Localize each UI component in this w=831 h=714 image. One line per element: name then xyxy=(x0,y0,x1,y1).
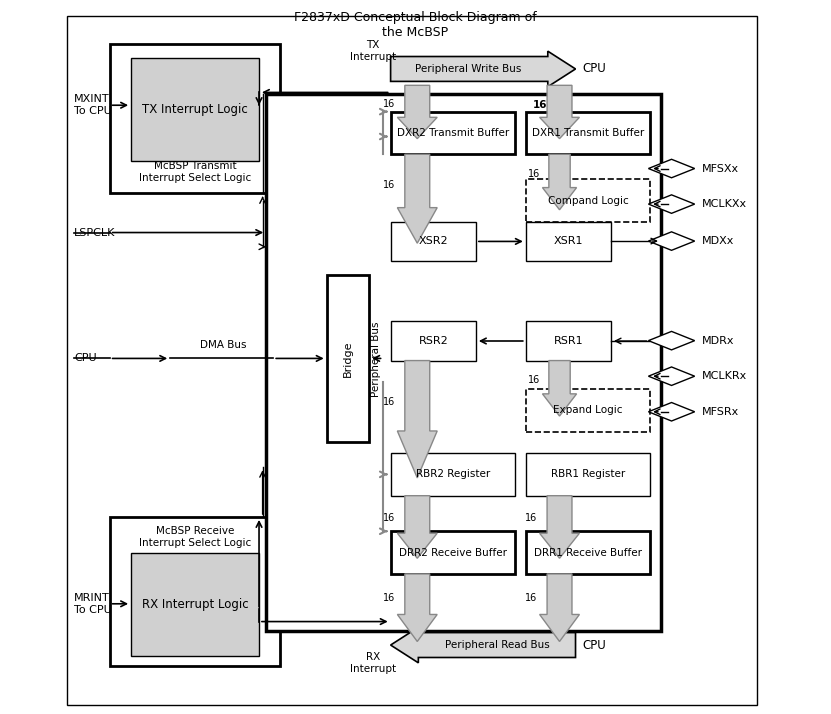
FancyBboxPatch shape xyxy=(110,517,280,666)
Text: Bridge: Bridge xyxy=(343,341,353,378)
Text: DXR2 Transmit Buffer: DXR2 Transmit Buffer xyxy=(396,128,509,138)
Text: Compand Logic: Compand Logic xyxy=(548,196,628,206)
Text: RBR1 Register: RBR1 Register xyxy=(551,469,625,479)
FancyBboxPatch shape xyxy=(526,389,650,432)
Text: DXR1 Transmit Buffer: DXR1 Transmit Buffer xyxy=(532,128,644,138)
FancyBboxPatch shape xyxy=(526,222,611,261)
Text: 16: 16 xyxy=(533,99,547,109)
Text: MFSRx: MFSRx xyxy=(701,407,739,417)
Polygon shape xyxy=(543,154,577,210)
FancyBboxPatch shape xyxy=(391,453,515,496)
FancyBboxPatch shape xyxy=(131,553,259,655)
Text: TX
Interrupt: TX Interrupt xyxy=(350,40,396,62)
Text: MFSXx: MFSXx xyxy=(701,164,739,174)
Polygon shape xyxy=(397,85,437,139)
FancyBboxPatch shape xyxy=(327,275,369,443)
FancyBboxPatch shape xyxy=(110,44,280,193)
Text: MDRx: MDRx xyxy=(701,336,735,346)
Polygon shape xyxy=(539,574,579,641)
FancyBboxPatch shape xyxy=(391,321,476,361)
Polygon shape xyxy=(397,154,437,243)
Text: RX Interrupt Logic: RX Interrupt Logic xyxy=(142,598,248,610)
Text: RSR1: RSR1 xyxy=(553,336,583,346)
Text: 16: 16 xyxy=(382,513,395,523)
Text: MCLKXx: MCLKXx xyxy=(701,199,747,209)
Text: CPU: CPU xyxy=(583,62,607,76)
Text: 16: 16 xyxy=(525,513,537,523)
FancyBboxPatch shape xyxy=(526,111,650,154)
Text: 16: 16 xyxy=(528,375,540,385)
Text: DMA Bus: DMA Bus xyxy=(200,340,247,350)
Text: CPU: CPU xyxy=(583,638,607,652)
Text: 16: 16 xyxy=(382,593,395,603)
Text: MXINT
To CPU: MXINT To CPU xyxy=(74,94,112,116)
Polygon shape xyxy=(648,367,695,386)
Text: F2837xD Conceptual Block Diagram of
the McBSP: F2837xD Conceptual Block Diagram of the … xyxy=(294,11,537,39)
FancyBboxPatch shape xyxy=(526,179,650,222)
Polygon shape xyxy=(539,496,579,558)
Text: MCLKRx: MCLKRx xyxy=(701,371,747,381)
FancyBboxPatch shape xyxy=(526,531,650,574)
Text: 16: 16 xyxy=(528,169,540,178)
Text: MDXx: MDXx xyxy=(701,236,734,246)
Polygon shape xyxy=(648,159,695,178)
FancyBboxPatch shape xyxy=(526,453,650,496)
Text: XSR1: XSR1 xyxy=(553,236,583,246)
Polygon shape xyxy=(543,361,577,416)
FancyBboxPatch shape xyxy=(391,531,515,574)
Text: DRR1 Receive Buffer: DRR1 Receive Buffer xyxy=(534,548,642,558)
Text: 16: 16 xyxy=(525,593,537,603)
FancyBboxPatch shape xyxy=(526,321,611,361)
Polygon shape xyxy=(391,51,576,86)
Polygon shape xyxy=(397,496,437,558)
Polygon shape xyxy=(397,361,437,478)
Text: XSR2: XSR2 xyxy=(419,236,448,246)
Text: Peripheral Write Bus: Peripheral Write Bus xyxy=(416,64,522,74)
Text: RX
Interrupt: RX Interrupt xyxy=(350,652,396,674)
FancyBboxPatch shape xyxy=(266,94,661,631)
Text: TX Interrupt Logic: TX Interrupt Logic xyxy=(142,104,248,116)
Text: 16: 16 xyxy=(382,397,395,407)
Text: RSR2: RSR2 xyxy=(418,336,448,346)
Text: RBR2 Register: RBR2 Register xyxy=(416,469,490,479)
Polygon shape xyxy=(648,232,695,251)
Polygon shape xyxy=(539,85,579,139)
Polygon shape xyxy=(648,331,695,350)
Text: McBSP Receive
Interrupt Select Logic: McBSP Receive Interrupt Select Logic xyxy=(139,526,251,548)
Text: 16: 16 xyxy=(382,99,395,109)
Polygon shape xyxy=(397,574,437,641)
FancyBboxPatch shape xyxy=(391,222,476,261)
Text: 16: 16 xyxy=(382,181,395,191)
Polygon shape xyxy=(391,628,576,663)
Text: MRINT
To CPU: MRINT To CPU xyxy=(74,593,112,615)
Text: Peripheral Read Bus: Peripheral Read Bus xyxy=(445,640,550,650)
Polygon shape xyxy=(648,403,695,421)
Polygon shape xyxy=(648,195,695,213)
FancyBboxPatch shape xyxy=(391,111,515,154)
FancyBboxPatch shape xyxy=(67,16,757,705)
Text: McBSP Transmit
Interrupt Select Logic: McBSP Transmit Interrupt Select Logic xyxy=(139,161,251,183)
Text: Peripheral Bus: Peripheral Bus xyxy=(371,321,381,397)
FancyBboxPatch shape xyxy=(131,59,259,161)
Text: Expand Logic: Expand Logic xyxy=(553,406,622,416)
Text: LSPCLK: LSPCLK xyxy=(74,228,116,238)
Text: CPU: CPU xyxy=(74,353,96,363)
Text: DRR2 Receive Buffer: DRR2 Receive Buffer xyxy=(399,548,507,558)
